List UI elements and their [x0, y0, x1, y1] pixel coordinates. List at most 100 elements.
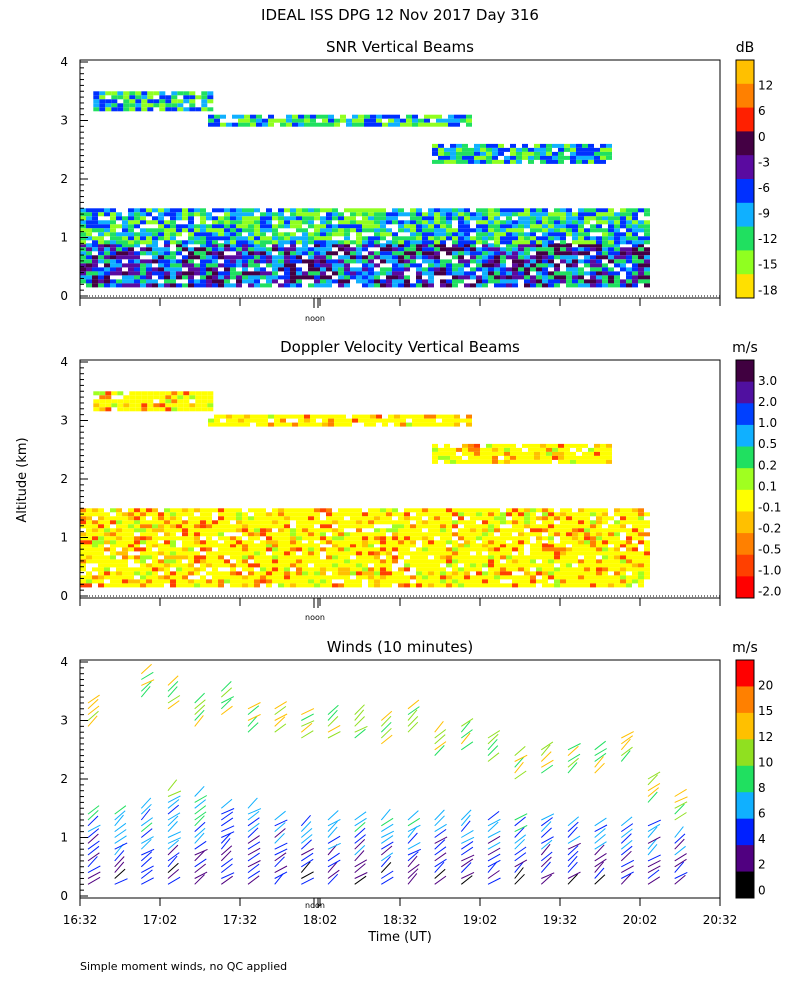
doppler-field-cell [188, 571, 194, 576]
doppler-field-cell [296, 567, 302, 572]
doppler-field-cell [440, 516, 446, 521]
snr-field-cell [476, 212, 482, 217]
snr-field-cell [194, 208, 200, 213]
snr-field-cell [596, 263, 602, 268]
wind-barb [140, 681, 152, 692]
snr-field-cell [460, 118, 466, 123]
doppler-field-cell [224, 571, 230, 576]
snr-field-cell [386, 220, 392, 225]
doppler-field-cell [248, 563, 254, 568]
wind-barb [407, 868, 419, 879]
doppler-field-cell [446, 571, 452, 576]
doppler-field-cell [208, 418, 214, 423]
snr-field-cell [105, 103, 112, 108]
snr-field-cell [152, 251, 158, 256]
snr-field-cell [242, 208, 248, 213]
wind-barb [594, 748, 607, 757]
snr-field-cell [392, 216, 398, 221]
snr-field-cell [80, 220, 86, 225]
snr-field-cell [578, 279, 584, 284]
doppler-field-cell [458, 547, 464, 552]
doppler-field-cell [98, 536, 104, 541]
snr-field-cell [638, 243, 644, 248]
doppler-y-tick-label: 3 [60, 414, 68, 428]
snr-field-cell [350, 251, 356, 256]
snr-field-cell [248, 243, 254, 248]
doppler-field-cell [410, 508, 416, 513]
snr-field-cell [206, 224, 212, 229]
doppler-field-cell [632, 528, 638, 533]
snr-field-cell [566, 232, 572, 237]
wind-barb [354, 709, 365, 721]
doppler-field-cell [416, 512, 422, 517]
winds-colorbar-label: 15 [758, 704, 773, 718]
doppler-field-cell [566, 579, 572, 584]
snr-field-cell [406, 118, 412, 123]
doppler-field-cell [546, 443, 552, 448]
snr-field-cell [428, 208, 434, 213]
doppler-field-cell [500, 536, 506, 541]
snr-field-cell [460, 114, 466, 119]
snr-field-cell [314, 267, 320, 272]
doppler-field-cell [128, 516, 134, 521]
doppler-field-cell [576, 459, 582, 464]
snr-field-cell [188, 275, 194, 280]
doppler-field-cell [476, 563, 482, 568]
snr-field-cell [350, 267, 356, 272]
doppler-field-cell [410, 563, 416, 568]
doppler-field-cell [122, 528, 128, 533]
doppler-field-cell [446, 583, 452, 588]
doppler-field-cell [158, 516, 164, 521]
wind-barb [247, 860, 261, 868]
snr-field-cell [320, 271, 326, 276]
doppler-field-cell [296, 520, 302, 525]
snr-field-cell [368, 228, 374, 233]
doppler-field-cell [308, 520, 314, 525]
doppler-field-cell [236, 547, 242, 552]
snr-field-cell [452, 267, 458, 272]
snr-field-cell [92, 267, 98, 272]
snr-field-cell [296, 247, 302, 252]
doppler-field-cell [594, 447, 600, 452]
snr-field-cell [458, 240, 464, 245]
snr-field-cell [458, 263, 464, 268]
doppler-field-cell [500, 532, 506, 537]
snr-field-cell [92, 216, 98, 221]
doppler-field-cell [638, 524, 644, 529]
doppler-field-cell [626, 540, 632, 545]
snr-field-cell [308, 236, 314, 241]
snr-field-cell [512, 243, 518, 248]
wind-barb [647, 854, 661, 862]
snr-field-cell [596, 259, 602, 264]
snr-field-cell [350, 228, 356, 233]
doppler-field-cell [542, 563, 548, 568]
snr-field-cell [494, 236, 500, 241]
doppler-field-cell [512, 540, 518, 545]
doppler-field-cell [530, 528, 536, 533]
snr-field-cell [456, 151, 462, 156]
wind-barb [301, 877, 315, 885]
doppler-field-cell [176, 516, 182, 521]
snr-field-cell [338, 212, 344, 217]
snr-field-cell [262, 122, 268, 127]
doppler-field-cell [248, 579, 254, 584]
doppler-field-cell [566, 516, 572, 521]
snr-field-cell [510, 151, 516, 156]
wind-barb [674, 833, 686, 844]
snr-field-cell [398, 251, 404, 256]
doppler-field-cell [474, 451, 480, 456]
doppler-field-cell [582, 443, 588, 448]
snr-field-cell [146, 212, 152, 217]
snr-field-cell [440, 232, 446, 237]
snr-field-cell [242, 255, 248, 260]
snr-field-cell [590, 224, 596, 229]
snr-field-cell [536, 208, 542, 213]
doppler-field-cell [194, 540, 200, 545]
doppler-field-cell [394, 414, 400, 419]
snr-field-cell [412, 118, 418, 123]
doppler-field-cell [644, 555, 650, 560]
doppler-field-cell [104, 575, 110, 580]
doppler-field-cell [158, 579, 164, 584]
doppler-field-cell [578, 583, 584, 588]
